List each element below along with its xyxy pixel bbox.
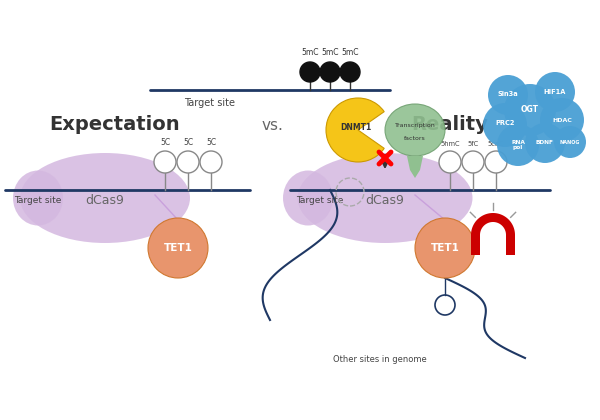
Text: HIF1A: HIF1A — [544, 89, 566, 95]
Text: TET1: TET1 — [431, 243, 460, 253]
Circle shape — [535, 72, 575, 112]
Text: NANOG: NANOG — [560, 139, 580, 144]
Ellipse shape — [385, 104, 445, 156]
Bar — [506, 235, 515, 255]
Bar — [471, 235, 480, 255]
Text: 5C: 5C — [183, 138, 193, 147]
Circle shape — [554, 126, 586, 158]
Circle shape — [439, 151, 461, 173]
Circle shape — [488, 75, 528, 115]
Text: Target site: Target site — [296, 196, 344, 205]
Circle shape — [148, 218, 208, 278]
Text: Transcription: Transcription — [395, 123, 436, 129]
Text: TET1: TET1 — [164, 243, 193, 253]
Text: 5caC: 5caC — [488, 141, 505, 147]
Text: DNMT1: DNMT1 — [340, 123, 371, 132]
Ellipse shape — [283, 171, 333, 226]
Text: dCas9: dCas9 — [86, 194, 124, 207]
Circle shape — [540, 98, 584, 142]
Circle shape — [415, 218, 475, 278]
Text: Reality: Reality — [412, 116, 488, 134]
Text: Expectation: Expectation — [50, 116, 181, 134]
Circle shape — [483, 103, 527, 147]
Text: dCas9: dCas9 — [365, 194, 404, 207]
Text: HDAC: HDAC — [552, 118, 572, 123]
Text: PRC2: PRC2 — [495, 120, 515, 126]
Polygon shape — [407, 156, 423, 178]
Polygon shape — [471, 213, 515, 235]
Circle shape — [177, 151, 199, 173]
Circle shape — [154, 151, 176, 173]
Circle shape — [525, 123, 565, 163]
Text: vs.: vs. — [261, 118, 283, 132]
Text: 5mC: 5mC — [341, 48, 359, 57]
Text: 5C: 5C — [206, 138, 216, 147]
Circle shape — [462, 151, 484, 173]
Circle shape — [340, 62, 360, 82]
Circle shape — [200, 151, 222, 173]
Ellipse shape — [298, 153, 473, 243]
Text: BDNF: BDNF — [536, 141, 554, 145]
Wedge shape — [326, 98, 384, 162]
Text: 5C: 5C — [160, 138, 170, 147]
Text: 5mC: 5mC — [301, 48, 319, 57]
Text: RNA
pol: RNA pol — [511, 140, 525, 150]
Text: OGT: OGT — [521, 105, 539, 115]
Circle shape — [300, 62, 320, 82]
Text: Target site: Target site — [14, 196, 62, 205]
Text: 5mC: 5mC — [321, 48, 339, 57]
Text: 5fC: 5fC — [467, 141, 479, 147]
Text: 5hmC: 5hmC — [440, 141, 460, 147]
Text: Target site: Target site — [185, 98, 235, 108]
Circle shape — [504, 84, 556, 136]
Circle shape — [497, 124, 539, 166]
Ellipse shape — [20, 153, 190, 243]
Circle shape — [485, 151, 507, 173]
Text: Other sites in genome: Other sites in genome — [333, 355, 427, 365]
Text: factors: factors — [404, 136, 426, 141]
Text: Sin3a: Sin3a — [497, 91, 518, 97]
Circle shape — [320, 62, 340, 82]
Ellipse shape — [13, 171, 63, 226]
